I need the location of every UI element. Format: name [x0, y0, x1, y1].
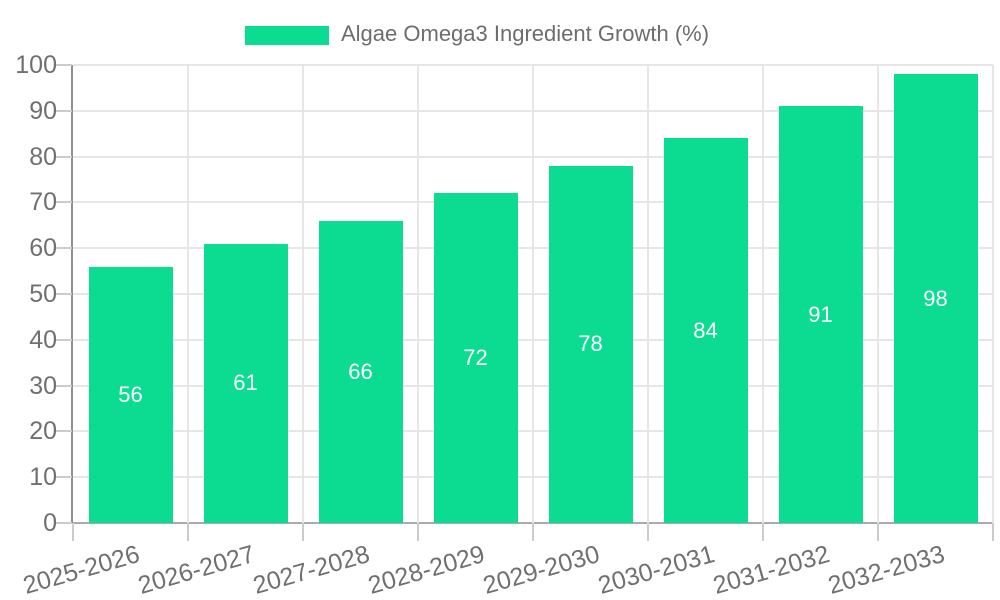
y-axis-tick [55, 476, 72, 479]
bar-value-label: 91 [808, 301, 833, 327]
x-axis-tick [762, 523, 764, 541]
bar-value-label: 72 [463, 345, 488, 371]
y-axis-tick [55, 384, 72, 387]
y-axis-tick [55, 201, 72, 204]
x-axis-tick [532, 523, 534, 541]
gridline-vertical [302, 65, 304, 523]
gridline-vertical [647, 65, 649, 523]
y-axis-tick [55, 522, 72, 524]
bar: 66 [318, 220, 403, 523]
bar: 56 [88, 266, 173, 523]
y-tick-label: 40 [29, 325, 57, 354]
bar: 98 [893, 74, 978, 523]
x-axis-tick [647, 523, 649, 541]
gridline-vertical [532, 65, 534, 523]
bar-value-label: 84 [693, 317, 718, 343]
bar-value-label: 61 [233, 370, 258, 396]
x-axis-tick [877, 523, 879, 541]
y-axis-tick [55, 338, 72, 341]
bar: 72 [433, 193, 518, 523]
bar: 61 [203, 243, 288, 523]
bar-value-label: 66 [348, 358, 373, 384]
y-axis-tick [55, 293, 72, 295]
bar-value-label: 78 [578, 331, 603, 357]
x-axis-tick [992, 523, 994, 541]
x-axis-tick [302, 523, 304, 541]
y-axis-tick [55, 155, 72, 158]
y-axis-tick [55, 430, 72, 433]
bar: 91 [778, 106, 863, 523]
bar: 78 [548, 165, 633, 523]
y-tick-label: 10 [29, 463, 57, 492]
y-tick-label: 90 [29, 96, 57, 125]
gridline-vertical [417, 65, 419, 523]
x-axis-tick [72, 523, 74, 541]
y-axis-tick [55, 247, 72, 250]
y-tick-label: 70 [29, 188, 57, 217]
y-axis-line [71, 65, 73, 523]
y-tick-label: 100 [15, 51, 57, 79]
gridline-vertical [992, 65, 994, 523]
legend-swatch[interactable] [245, 26, 329, 45]
y-tick-label: 50 [29, 280, 57, 308]
x-axis-tick [417, 523, 419, 541]
y-tick-label: 30 [29, 371, 57, 400]
legend-label[interactable]: Algae Omega3 Ingredient Growth (%) [341, 21, 710, 46]
gridline-vertical [187, 65, 189, 523]
bar: 84 [663, 138, 748, 523]
y-tick-label: 0 [43, 509, 57, 537]
chart-legend[interactable]: Algae Omega3 Ingredient Growth (%) [245, 21, 709, 47]
gridline-vertical [762, 65, 764, 523]
y-axis-tick [55, 109, 72, 112]
x-axis-tick [187, 523, 189, 541]
gridline-vertical [877, 65, 879, 523]
bar-value-label: 56 [118, 381, 143, 407]
y-tick-label: 60 [29, 234, 57, 263]
y-tick-label: 20 [29, 417, 57, 446]
y-axis-tick [55, 64, 72, 66]
bar-value-label: 98 [923, 285, 948, 311]
y-tick-label: 80 [29, 142, 57, 171]
